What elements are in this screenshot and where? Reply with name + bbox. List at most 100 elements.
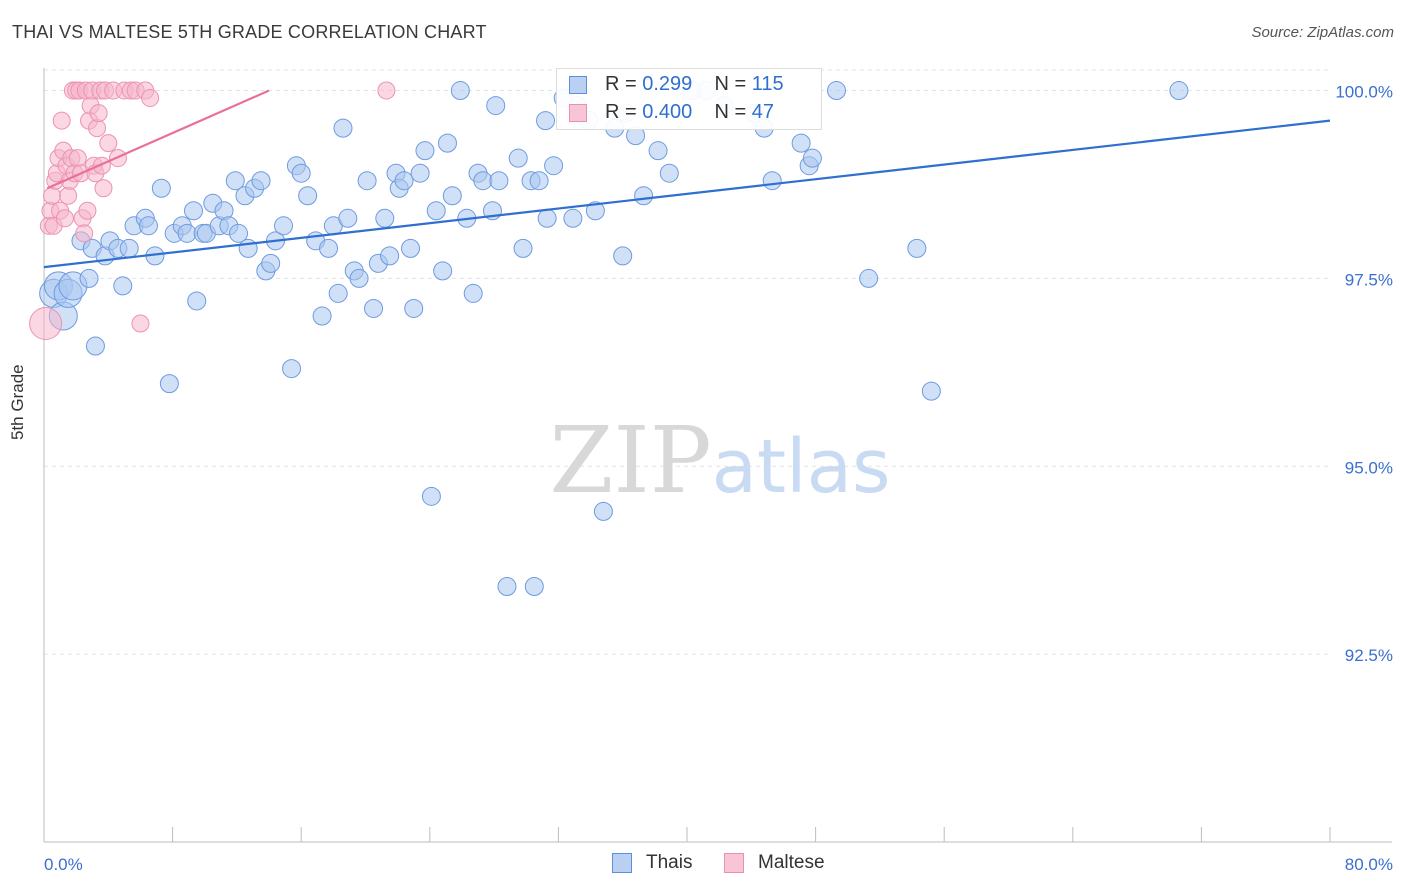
thais-point	[826, 81, 846, 101]
thais-point	[159, 374, 179, 394]
maltese-point	[131, 314, 150, 333]
thais-point	[442, 186, 462, 206]
thais-point	[659, 163, 679, 183]
thais-point	[433, 261, 453, 281]
x-tick-label-min: 0.0%	[44, 855, 83, 874]
y-tick-label: 97.5%	[1345, 270, 1393, 289]
y-tick-label: 100.0%	[1335, 83, 1393, 102]
thais-point	[229, 223, 249, 243]
thais-label: Thais	[646, 852, 693, 873]
thai-n-label: N =	[714, 73, 747, 95]
thais-point	[274, 216, 294, 236]
thais-point	[404, 298, 424, 318]
thai-n-value: 115	[751, 73, 784, 95]
maltese-point	[59, 186, 78, 205]
watermark: ZIPatlas	[550, 407, 891, 514]
gridlines	[44, 69, 1330, 655]
correlation-legend: R = 0.299 N = 115 R = 0.400 N = 47	[556, 68, 822, 130]
maltese-point	[52, 111, 71, 130]
thais-point	[437, 133, 457, 153]
thai-r-label: R =	[605, 73, 637, 95]
watermark-zip: ZIP	[550, 407, 712, 514]
y-tick-label: 95.0%	[1345, 458, 1393, 477]
maltese-legend-swatch	[724, 853, 744, 873]
thais-point	[463, 283, 483, 303]
thais-swatch	[612, 853, 632, 873]
thais-point	[177, 223, 197, 243]
thais-point	[415, 141, 435, 161]
thais-point	[563, 208, 583, 228]
thais-point	[119, 238, 139, 258]
tick-labels: 92.5% 95.0% 97.5% 100.0% 0.0% 80.0%	[44, 83, 1393, 874]
thais-point	[907, 238, 927, 258]
legend-text-maltese: R = 0.400 N = 47	[605, 101, 774, 124]
thais-point	[183, 201, 203, 221]
maltese-point	[75, 224, 94, 243]
maltese-point	[68, 149, 87, 168]
thais-point	[613, 246, 633, 266]
maltese-point	[94, 179, 113, 198]
series-legend: Thais Maltese	[0, 852, 1406, 876]
thais-point	[261, 253, 281, 273]
trend-lines	[43, 89, 1331, 269]
thais-point	[529, 171, 549, 191]
thais-trend-line	[43, 119, 1331, 269]
thais-point	[426, 201, 446, 221]
thais-point	[187, 291, 207, 311]
maltese-r-value: 0.400	[642, 101, 693, 123]
thais-point	[536, 111, 556, 131]
thais-point	[282, 359, 302, 379]
thais-point	[328, 283, 348, 303]
thais-points	[39, 81, 1189, 597]
thais-point	[298, 186, 318, 206]
maltese-point	[377, 81, 396, 100]
maltese-point	[99, 134, 118, 153]
thais-point	[364, 298, 384, 318]
thais-point	[450, 81, 470, 101]
thais-point	[585, 201, 605, 221]
thais-point	[513, 238, 533, 258]
maltese-n-label: N =	[714, 101, 747, 123]
thais-point	[357, 171, 377, 191]
thai-swatch	[569, 76, 587, 94]
x-tick-label-max: 80.0%	[1345, 855, 1393, 874]
maltese-trend-line	[46, 89, 270, 190]
thais-point	[251, 171, 271, 191]
thais-point	[79, 268, 99, 288]
thais-point	[401, 238, 421, 258]
thais-point	[762, 171, 782, 191]
thais-point	[1169, 81, 1189, 101]
maltese-point	[89, 104, 108, 123]
maltese-n-value: 47	[751, 101, 775, 123]
thais-point	[486, 96, 506, 116]
thais-point	[225, 171, 245, 191]
thais-point	[791, 133, 811, 153]
thais-point	[113, 276, 133, 296]
thais-point	[524, 577, 544, 597]
thais-point	[380, 246, 400, 266]
maltese-label: Maltese	[758, 852, 825, 873]
watermark-atlas: atlas	[712, 424, 891, 510]
thais-point	[634, 186, 654, 206]
thais-point	[802, 148, 822, 168]
y-tick-label: 92.5%	[1345, 646, 1393, 665]
thais-point	[319, 238, 339, 258]
maltese-point	[43, 186, 62, 205]
source-label: Source: ZipAtlas.com	[1251, 24, 1394, 41]
thais-point	[312, 306, 332, 326]
maltese-points	[29, 81, 396, 340]
chart-title: THAI VS MALTESE 5TH GRADE CORRELATION CH…	[12, 22, 487, 42]
thais-point	[489, 171, 509, 191]
thais-point	[333, 118, 353, 138]
maltese-point	[88, 119, 107, 138]
thais-point	[537, 208, 557, 228]
thais-point	[291, 163, 311, 183]
maltese-point	[55, 209, 74, 228]
thais-point	[410, 163, 430, 183]
thais-point	[349, 268, 369, 288]
thais-point	[473, 171, 493, 191]
maltese-point	[29, 306, 63, 340]
y-axis-label: 5th Grade	[8, 364, 27, 440]
thais-point	[497, 577, 517, 597]
